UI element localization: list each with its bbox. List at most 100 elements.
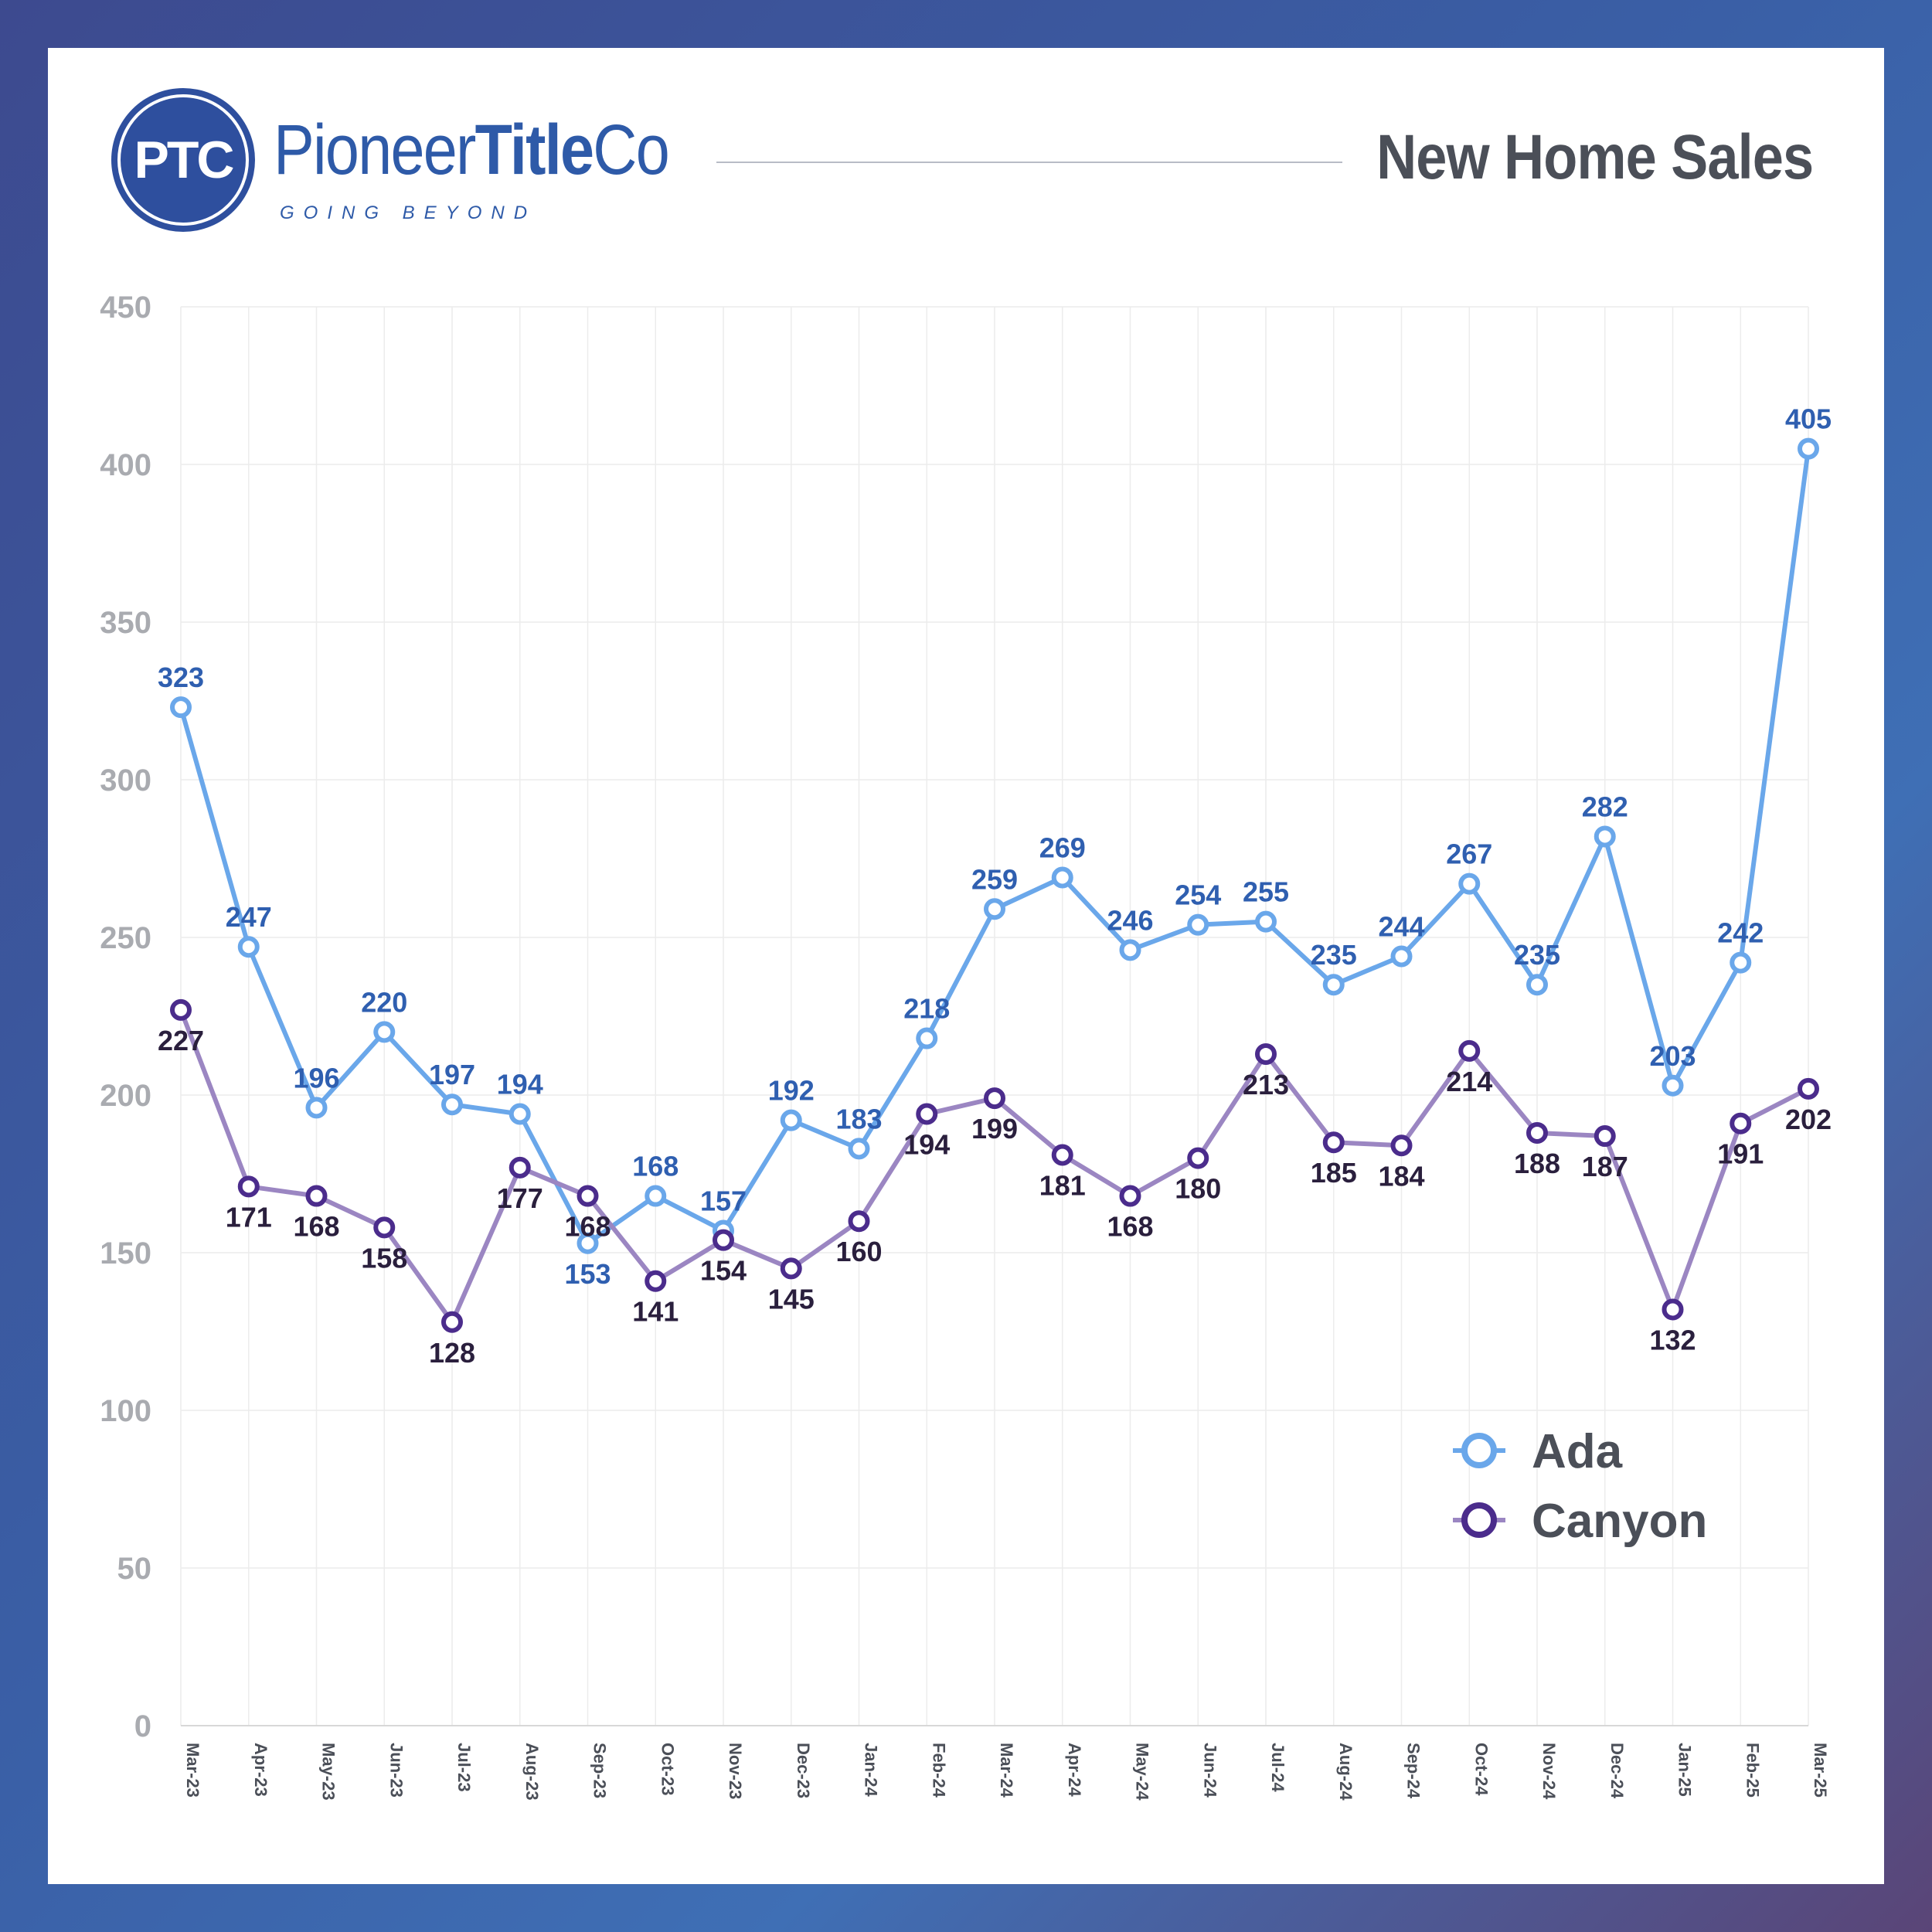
data-label-canyon: 141 [632, 1296, 679, 1328]
brand-bold: Title [474, 111, 594, 189]
data-label-canyon: 185 [1311, 1157, 1357, 1189]
data-label-ada: 259 [971, 863, 1018, 895]
data-label-canyon: 158 [361, 1242, 407, 1274]
data-label-canyon: 168 [293, 1211, 339, 1243]
data-label-ada: 183 [835, 1103, 882, 1134]
data-point-ada [1119, 939, 1141, 961]
brand-name: PioneerTitleCo [274, 110, 670, 195]
data-point-canyon [1526, 1121, 1548, 1144]
y-tick-label: 250 [100, 921, 151, 955]
data-label-canyon: 160 [835, 1236, 882, 1267]
y-tick-label: 0 [134, 1709, 151, 1743]
data-point-ada [1458, 872, 1481, 895]
data-label-canyon: 187 [1582, 1151, 1628, 1182]
data-label-ada: 244 [1378, 910, 1424, 942]
data-label-ada: 254 [1175, 879, 1221, 911]
data-label-ada: 235 [1514, 939, 1560, 971]
brand-tagline: GOING BEYOND [280, 202, 537, 223]
data-point-canyon [373, 1216, 396, 1239]
data-point-canyon [984, 1087, 1005, 1110]
data-point-canyon [1051, 1144, 1073, 1166]
x-tick-label: Jul-24 [1268, 1743, 1287, 1792]
data-label-ada: 247 [226, 901, 272, 933]
y-tick-label: 150 [100, 1236, 151, 1270]
data-label-canyon: 191 [1717, 1138, 1764, 1170]
x-axis-ticks: Mar-23 Apr-23 May-23 Jun-23 Jul-23 Aug-23 Sep-… [183, 1743, 1830, 1801]
x-tick-label: Oct-24 [1471, 1743, 1491, 1796]
data-label-canyon: 180 [1175, 1173, 1221, 1205]
y-tick-label: 200 [100, 1079, 151, 1113]
x-tick-label: Aug-23 [522, 1743, 542, 1801]
data-point-canyon [780, 1257, 802, 1280]
data-label-ada: 405 [1785, 403, 1832, 435]
legend-label-canyon: Canyon [1532, 1495, 1707, 1548]
y-tick-label: 100 [100, 1394, 151, 1428]
data-label-ada: 282 [1582, 791, 1628, 822]
data-point-canyon [1187, 1147, 1209, 1169]
data-point-ada [509, 1103, 531, 1125]
data-point-canyon [1730, 1112, 1752, 1134]
data-point-ada [170, 696, 192, 719]
y-tick-label: 450 [100, 291, 151, 325]
x-tick-label: May-24 [1133, 1743, 1152, 1801]
data-point-ada [1390, 945, 1413, 968]
data-label-ada: 323 [158, 662, 204, 693]
data-label-ada: 242 [1717, 917, 1764, 949]
data-point-ada [916, 1027, 938, 1049]
grid [180, 306, 1809, 1726]
data-point-canyon [1798, 1077, 1819, 1100]
data-label-ada: 194 [497, 1068, 543, 1100]
data-point-canyon [1255, 1043, 1277, 1065]
data-point-ada [1255, 910, 1277, 933]
data-label-canyon: 168 [564, 1211, 611, 1243]
data-point-ada [645, 1185, 667, 1207]
data-point-canyon [441, 1311, 463, 1333]
y-tick-label: 400 [100, 448, 151, 482]
x-tick-label: Sep-23 [590, 1743, 610, 1798]
data-point-canyon [509, 1156, 531, 1179]
data-label-canyon: 181 [1039, 1170, 1086, 1202]
data-labels: 323 247 196 220 197 194 153 168 157 192 183 218 259 2… [158, 403, 1832, 1369]
data-label-ada: 267 [1446, 838, 1492, 870]
x-tick-label: Sep-24 [1404, 1743, 1423, 1799]
data-label-canyon: 154 [700, 1255, 747, 1287]
data-point-ada [1798, 437, 1819, 460]
data-point-canyon [1390, 1134, 1413, 1157]
data-label-ada: 168 [632, 1151, 679, 1182]
data-point-ada [441, 1094, 463, 1116]
x-tick-label: Jun-23 [386, 1743, 406, 1798]
data-label-ada: 246 [1107, 904, 1153, 936]
x-tick-label: Jan-25 [1675, 1743, 1695, 1797]
chart-card: PTC PioneerTitleCo GOING BEYOND New Home… [48, 48, 1884, 1884]
x-tick-label: Dec-24 [1607, 1743, 1627, 1799]
data-label-canyon: 199 [971, 1113, 1018, 1145]
data-point-ada [1526, 974, 1548, 996]
data-point-canyon [713, 1229, 734, 1251]
data-label-canyon: 128 [429, 1337, 475, 1369]
legend-marker-canyon [1461, 1502, 1497, 1538]
data-point-ada [848, 1138, 870, 1160]
header-divider [716, 162, 1342, 163]
x-tick-label: Jan-24 [862, 1743, 881, 1797]
x-tick-label: May-23 [319, 1743, 338, 1801]
data-point-ada [577, 1232, 599, 1254]
data-label-canyon: 168 [1107, 1211, 1153, 1243]
page-title: New Home Sales [1376, 122, 1814, 192]
x-tick-label: Apr-23 [251, 1743, 270, 1797]
x-tick-label: Mar-23 [183, 1743, 202, 1798]
logo-monogram: PTC [134, 131, 235, 189]
brand-suffix: Co [593, 111, 669, 189]
data-point-canyon [848, 1210, 870, 1233]
x-tick-label: Feb-24 [929, 1743, 948, 1798]
data-point-ada [1187, 913, 1209, 936]
data-point-canyon [1662, 1298, 1684, 1321]
data-label-canyon: 145 [768, 1283, 815, 1315]
y-tick-label: 50 [117, 1552, 152, 1586]
data-point-ada [1322, 974, 1345, 996]
data-point-ada [305, 1097, 328, 1119]
data-label-ada: 218 [903, 993, 950, 1025]
data-label-ada: 235 [1311, 939, 1357, 971]
data-point-ada [1662, 1074, 1684, 1097]
data-label-canyon: 194 [903, 1128, 950, 1160]
